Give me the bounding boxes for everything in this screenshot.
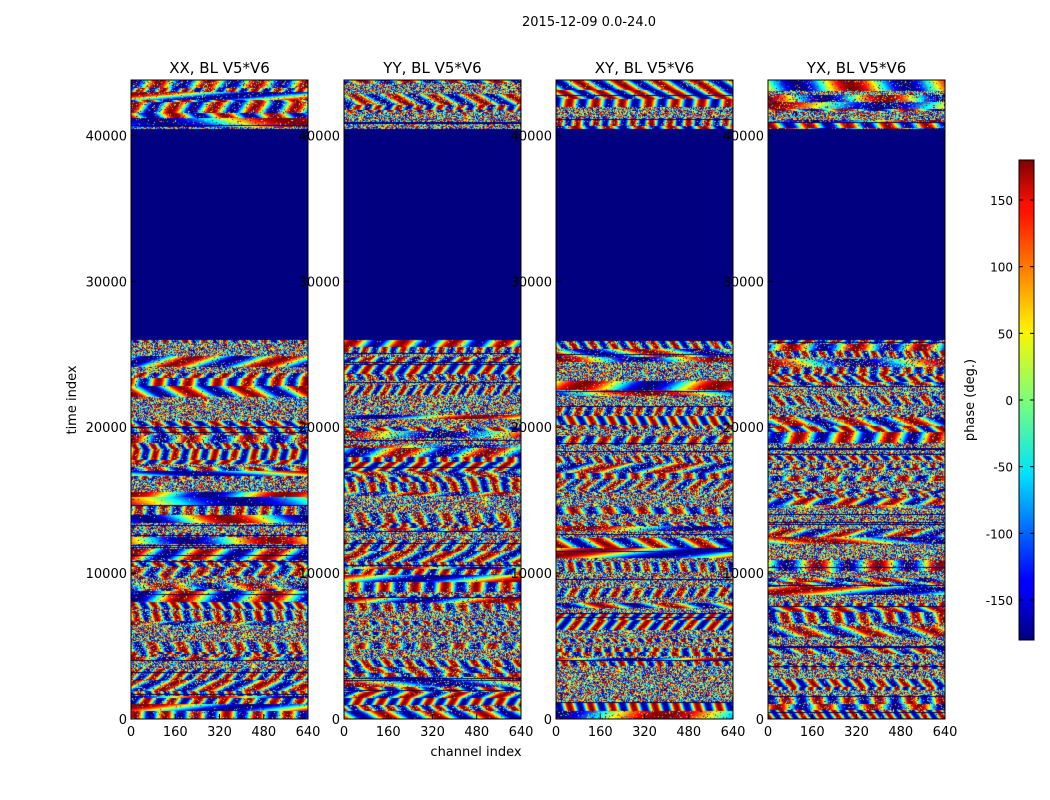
colorbar-tick-label: -150 [986, 594, 1013, 608]
x-tick-label: 0 [552, 725, 560, 740]
panels-group: XX, BL V5*V6 0 160 320 480 640 0 10000 20000 3000… [86, 59, 958, 740]
x-tick-label: 640 [509, 725, 534, 740]
y-tick-label: 0 [756, 713, 764, 728]
panel-title: YY, BL V5*V6 [382, 59, 481, 77]
y-tick-label: 30000 [299, 275, 340, 290]
colorbar-tick-label: 50 [998, 327, 1013, 341]
y-tick-label: 40000 [299, 129, 340, 144]
panel-heatmap-image [556, 80, 733, 719]
y-tick-label: 20000 [723, 421, 764, 436]
x-tick-label: 0 [764, 725, 772, 740]
panel-title: XY, BL V5*V6 [595, 59, 695, 77]
y-tick-label: 40000 [723, 129, 764, 144]
y-tick-label: 0 [544, 713, 552, 728]
x-tick-label: 320 [207, 725, 232, 740]
panel-heatmap-image [131, 80, 308, 719]
figure-suptitle: 2015-12-09 0.0-24.0 [522, 15, 656, 30]
y-tick-label: 30000 [511, 275, 552, 290]
x-tick-label: 480 [676, 725, 701, 740]
y-tick-label: 20000 [511, 421, 552, 436]
panel-4: YX, BL V5*V6 0 160 320 480 640 0 10000 20000 3000… [723, 59, 958, 740]
x-tick-label: 160 [376, 725, 401, 740]
y-tick-label: 30000 [86, 275, 127, 290]
y-tick-label: 0 [332, 713, 340, 728]
x-tick-label: 640 [933, 725, 958, 740]
y-tick-label: 40000 [86, 129, 127, 144]
colorbar-tick-label: 100 [990, 261, 1013, 275]
heatmap-canvas [131, 80, 308, 719]
panel-heatmap-image [768, 80, 945, 719]
y-tick-label: 30000 [723, 275, 764, 290]
y-tick-label: 10000 [511, 567, 552, 582]
colorbar-tick-label: 0 [1005, 394, 1013, 408]
x-tick-label: 0 [127, 725, 135, 740]
panel-title: YX, BL V5*V6 [806, 59, 907, 77]
x-tick-label: 480 [464, 725, 489, 740]
colorbar-ticks: -150 -100 -50 0 50 100 150 [986, 194, 1034, 608]
x-tick-label: 640 [296, 725, 321, 740]
x-tick-label: 480 [888, 725, 913, 740]
colorbar-label: phase (deg.) [963, 359, 978, 441]
y-tick-label: 10000 [86, 567, 127, 582]
x-tick-label: 160 [588, 725, 613, 740]
panel-1: XX, BL V5*V6 0 160 320 480 640 0 10000 20000 3000… [86, 59, 321, 740]
y-tick-label: 20000 [299, 421, 340, 436]
x-tick-label: 320 [420, 725, 445, 740]
x-tick-label: 640 [721, 725, 746, 740]
colorbar-tick-label: -50 [993, 461, 1013, 475]
y-tick-label: 20000 [86, 421, 127, 436]
y-tick-label: 10000 [299, 567, 340, 582]
heatmap-canvas [768, 80, 945, 719]
y-tick-label: 0 [119, 713, 127, 728]
colorbar: -150 -100 -50 0 50 100 150 phase (deg.) [963, 159, 1035, 641]
x-tick-label: 0 [340, 725, 348, 740]
x-tick-label: 480 [251, 725, 276, 740]
x-axis-label: channel index [430, 745, 521, 760]
y-tick-label: 40000 [511, 129, 552, 144]
heatmap-canvas [556, 80, 733, 719]
x-tick-label: 160 [163, 725, 188, 740]
y-tick-label: 10000 [723, 567, 764, 582]
x-tick-label: 320 [632, 725, 657, 740]
panel-3: XY, BL V5*V6 0 160 320 480 640 0 10000 20000 3000… [511, 59, 746, 740]
panel-heatmap-image [344, 80, 521, 719]
heatmap-canvas [344, 80, 521, 719]
panel-2: YY, BL V5*V6 0 160 320 480 640 0 10000 20000 3000… [299, 59, 534, 740]
x-tick-label: 160 [800, 725, 825, 740]
y-axis-label: time index [65, 365, 80, 434]
panel-title: XX, BL V5*V6 [169, 59, 270, 77]
x-tick-label: 320 [844, 725, 869, 740]
colorbar-tick-label: 150 [990, 194, 1013, 208]
colorbar-tick-label: -100 [986, 527, 1013, 541]
